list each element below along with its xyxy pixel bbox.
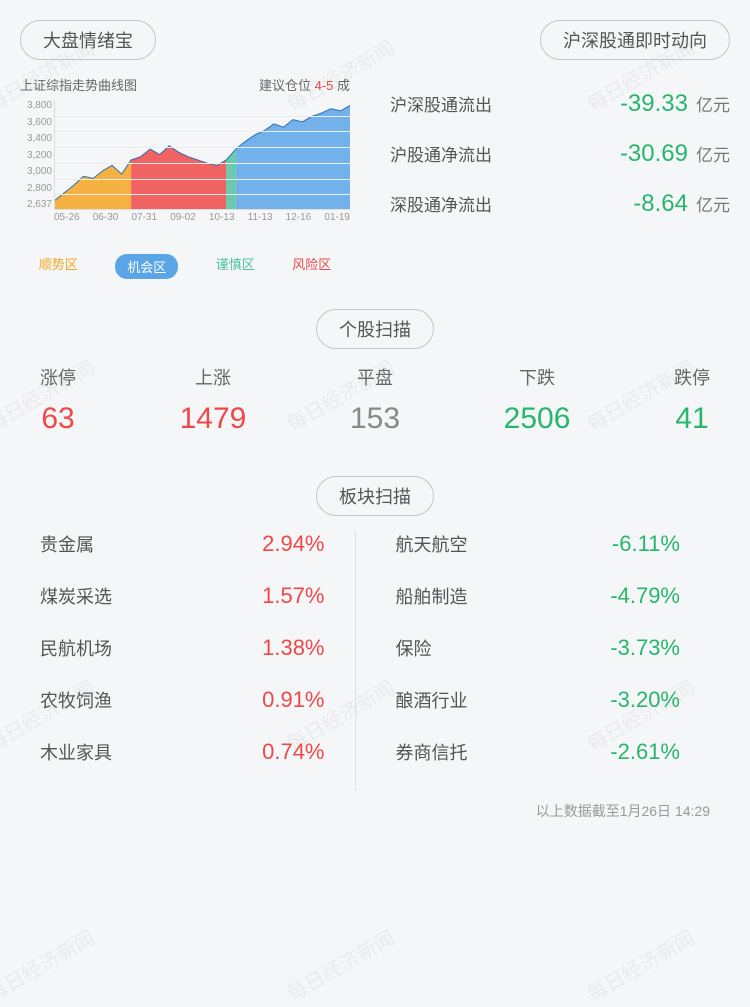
stock-label: 平盘 [350, 364, 400, 390]
y-tick: 3,400 [20, 133, 52, 144]
footer-timestamp: 以上数据截至1月26日 14:29 [20, 801, 730, 821]
sector-name: 券商信托 [396, 739, 468, 765]
sector-row: 木业家具 0.74% [40, 739, 355, 765]
sector-value: 0.91% [262, 687, 324, 713]
stock-scan-item: 平盘 153 [350, 364, 400, 436]
sector-name: 保险 [396, 635, 432, 661]
sector-value: -4.79% [610, 583, 680, 609]
sector-value: -2.61% [610, 739, 680, 765]
flow-unit: 亿元 [696, 91, 730, 116]
watermark: 每日经济新闻 [281, 922, 399, 1007]
stock-value: 153 [350, 402, 400, 436]
sector-row: 贵金属 2.94% [40, 531, 355, 557]
stock-scan-header: 个股扫描 [316, 309, 434, 349]
flow-label: 沪股通净流出 [380, 141, 612, 166]
sector-row: 船舶制造 -4.79% [396, 583, 711, 609]
sector-value: 2.94% [262, 531, 324, 557]
zone-legend-item[interactable]: 顺势区 [39, 254, 78, 279]
y-tick: 2,637 [20, 199, 52, 210]
sector-gainers-col: 贵金属 2.94% 煤炭采选 1.57% 民航机场 1.38% 农牧饲渔 0.91% 木… [40, 531, 356, 791]
stock-label: 上涨 [180, 364, 247, 390]
sector-value: -3.20% [610, 687, 680, 713]
x-tick: 11-13 [248, 212, 273, 223]
x-tick: 12-16 [286, 212, 312, 223]
watermark: 每日经济新闻 [0, 922, 99, 1007]
sentiment-panel: 大盘情绪宝 上证综指走势曲线图 建议仓位 4-5 成 3,800 3,600 3,4… [20, 20, 350, 279]
zone-legend: 顺势区 机会区 谨慎区 风险区 [20, 254, 350, 279]
sector-grid: 贵金属 2.94% 煤炭采选 1.57% 民航机场 1.38% 农牧饲渔 0.91% 木… [20, 531, 730, 791]
y-tick: 3,000 [20, 166, 52, 177]
line-chart [54, 100, 350, 210]
stock-label: 涨停 [40, 364, 76, 390]
flow-header: 沪深股通即时动向 [540, 20, 730, 60]
stock-scan-item: 上涨 1479 [180, 364, 247, 436]
x-tick: 01-19 [324, 212, 350, 223]
sector-row: 航天航空 -6.11% [396, 531, 711, 557]
sector-row: 煤炭采选 1.57% [40, 583, 355, 609]
x-tick: 10-13 [209, 212, 235, 223]
flow-value: -39.33 [620, 90, 688, 118]
x-tick: 09-02 [170, 212, 196, 223]
flow-row: 沪深股通流出 -39.33 亿元 [380, 90, 730, 118]
sector-row: 酿酒行业 -3.20% [396, 687, 711, 713]
sector-name: 木业家具 [40, 739, 112, 765]
sector-name: 酿酒行业 [396, 687, 468, 713]
sector-row: 券商信托 -2.61% [396, 739, 711, 765]
flow-unit: 亿元 [696, 141, 730, 166]
sector-row: 民航机场 1.38% [40, 635, 355, 661]
zone-legend-item[interactable]: 谨慎区 [216, 254, 255, 279]
x-tick: 07-31 [131, 212, 157, 223]
stock-label: 下跌 [504, 364, 571, 390]
stock-value: 1479 [180, 402, 247, 436]
stock-scan-item: 涨停 63 [40, 364, 76, 436]
sector-value: -6.11% [612, 531, 680, 557]
zone-legend-item[interactable]: 风险区 [292, 254, 331, 279]
sector-row: 保险 -3.73% [396, 635, 711, 661]
y-tick: 3,200 [20, 150, 52, 161]
x-axis: 05-26 06-30 07-31 09-02 10-13 11-13 12-16 01-19 [54, 212, 350, 223]
position-suggest: 建议仓位 4-5 成 [259, 75, 350, 94]
sector-name: 煤炭采选 [40, 583, 112, 609]
sector-scan-header: 板块扫描 [316, 476, 434, 516]
sector-name: 贵金属 [40, 531, 94, 557]
suggest-suffix: 成 [333, 78, 350, 93]
stock-scan-row: 涨停 63 上涨 1479 平盘 153 下跌 2506 跌停 41 [20, 364, 730, 436]
watermark: 每日经济新闻 [581, 922, 699, 1007]
flow-row: 沪股通净流出 -30.69 亿元 [380, 140, 730, 168]
sector-value: 0.74% [262, 739, 324, 765]
flow-unit: 亿元 [696, 191, 730, 216]
zone-legend-item[interactable]: 机会区 [115, 254, 178, 279]
sector-value: 1.38% [262, 635, 324, 661]
sentiment-header: 大盘情绪宝 [20, 20, 156, 60]
sector-value: 1.57% [262, 583, 324, 609]
stock-scan-item: 跌停 41 [674, 364, 710, 436]
stock-label: 跌停 [674, 364, 710, 390]
flow-label: 深股通净流出 [380, 191, 625, 216]
x-tick: 05-26 [54, 212, 80, 223]
sector-row: 农牧饲渔 0.91% [40, 687, 355, 713]
y-tick: 3,600 [20, 117, 52, 128]
stock-value: 2506 [504, 402, 571, 436]
flow-label: 沪深股通流出 [380, 91, 612, 116]
y-tick: 3,800 [20, 100, 52, 111]
sector-name: 船舶制造 [396, 583, 468, 609]
suggest-prefix: 建议仓位 [259, 78, 315, 93]
stock-value: 41 [674, 402, 710, 436]
sector-name: 航天航空 [396, 531, 468, 557]
x-tick: 06-30 [93, 212, 119, 223]
flow-value: -30.69 [620, 140, 688, 168]
chart-title: 上证综指走势曲线图 [20, 75, 137, 94]
y-tick: 2,800 [20, 183, 52, 194]
stock-scan-item: 下跌 2506 [504, 364, 571, 436]
sector-losers-col: 航天航空 -6.11% 船舶制造 -4.79% 保险 -3.73% 酿酒行业 -3.2… [376, 531, 711, 791]
flow-value: -8.64 [633, 190, 688, 218]
suggest-value: 4-5 [315, 78, 334, 93]
sector-name: 民航机场 [40, 635, 112, 661]
sector-value: -3.73% [610, 635, 680, 661]
flow-panel: 沪深股通即时动向 沪深股通流出 -39.33 亿元沪股通净流出 -30.69 亿… [380, 20, 730, 279]
stock-value: 63 [40, 402, 76, 436]
flow-row: 深股通净流出 -8.64 亿元 [380, 190, 730, 218]
y-axis: 3,800 3,600 3,400 3,200 3,000 2,800 2,637 [20, 100, 52, 210]
sector-name: 农牧饲渔 [40, 687, 112, 713]
